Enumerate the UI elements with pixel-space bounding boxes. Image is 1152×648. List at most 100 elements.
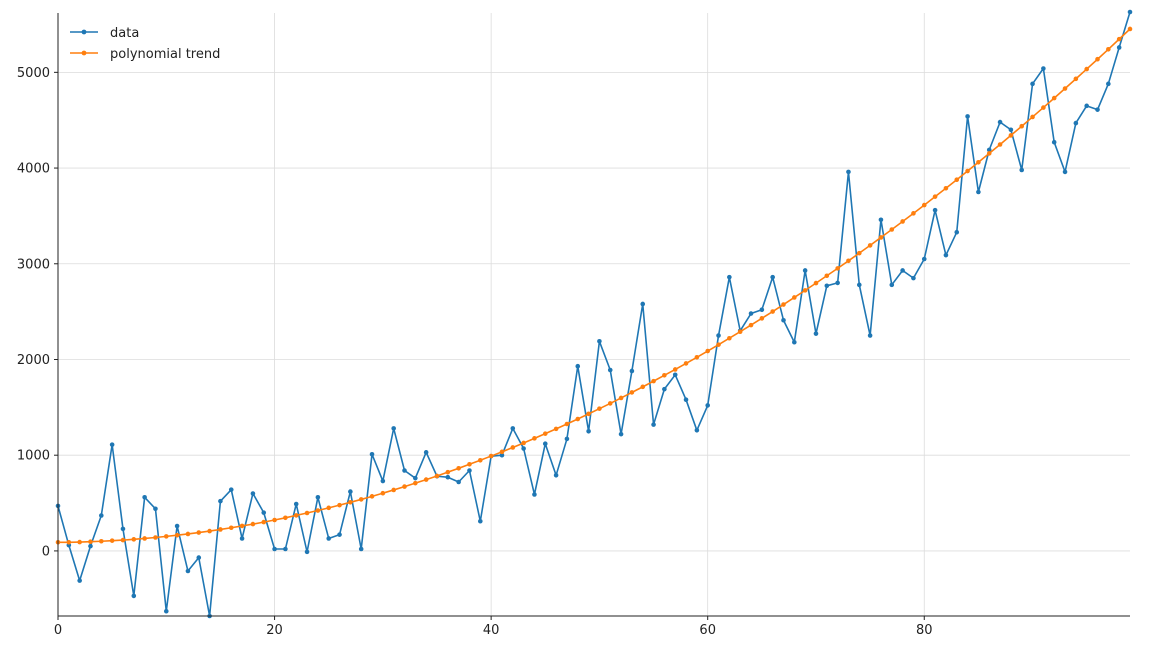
data-point: [521, 446, 526, 451]
series-layer: [55, 9, 1133, 619]
data-point: [683, 397, 689, 402]
legend-marker-trend: [81, 50, 87, 56]
data-point: [954, 177, 960, 183]
data-point: [705, 403, 710, 408]
data-point: [1051, 95, 1057, 101]
data-point: [120, 526, 126, 532]
data-point: [856, 282, 862, 288]
y-tick-label: 5000: [17, 66, 50, 81]
legend: data polynomial trend: [62, 20, 242, 66]
data-point: [976, 160, 981, 165]
data-point: [380, 478, 386, 484]
data-point: [802, 268, 808, 273]
data-point: [142, 495, 147, 500]
axes: [57, 13, 1130, 617]
data-point: [727, 335, 732, 341]
data-point: [1008, 133, 1014, 138]
data-point: [185, 531, 191, 537]
data-point: [846, 169, 851, 175]
data-point: [348, 489, 353, 494]
data-point: [911, 275, 916, 281]
data-point: [131, 537, 137, 542]
data-point: [423, 477, 429, 482]
data-point: [770, 274, 775, 280]
data-point: [196, 530, 202, 535]
data-point: [163, 608, 169, 614]
data-point: [109, 538, 115, 543]
data-point: [1084, 66, 1089, 72]
data-point: [965, 114, 970, 119]
data-point: [607, 367, 613, 373]
data-point: [997, 119, 1003, 125]
data-point: [99, 538, 104, 544]
data-point: [1084, 103, 1089, 109]
data-point: [174, 523, 180, 529]
data-point: [510, 445, 516, 450]
data-point: [185, 568, 191, 574]
data-point: [672, 367, 678, 372]
data-point: [228, 487, 234, 492]
data-point: [575, 416, 581, 422]
data-point: [618, 395, 624, 401]
data-point: [792, 295, 797, 300]
data-point: [1106, 81, 1111, 87]
data-point: [239, 523, 245, 529]
data-point: [748, 322, 754, 328]
data-point: [445, 469, 451, 475]
data-point: [293, 513, 299, 518]
data-point: [467, 468, 472, 473]
data-point: [250, 491, 256, 496]
data-point: [499, 452, 505, 458]
data-point: [358, 497, 364, 502]
data-point: [467, 461, 472, 467]
data-point: [77, 539, 82, 545]
data-point: [77, 578, 82, 583]
data-point: [66, 540, 72, 545]
data-point: [142, 536, 147, 541]
data-point: [932, 207, 938, 213]
data-point: [900, 268, 905, 273]
data-point: [1106, 46, 1111, 52]
data-point: [954, 229, 960, 235]
data-point: [597, 339, 602, 344]
data-point: [510, 426, 516, 431]
data-point: [1073, 120, 1079, 126]
data-point: [413, 480, 418, 486]
data-point: [900, 219, 905, 224]
data-point: [1041, 105, 1046, 110]
data-point: [802, 288, 808, 293]
y-tick-label: 0: [42, 544, 50, 559]
x-tick-label: 20: [266, 623, 283, 638]
data-point: [358, 546, 364, 552]
data-point: [542, 431, 548, 436]
legend-box: [62, 20, 242, 66]
data-point: [445, 474, 451, 480]
data-point: [261, 510, 267, 515]
data-point: [1062, 86, 1068, 91]
series-line: [57, 11, 1131, 617]
x-tick-label: 40: [483, 623, 500, 638]
data-point: [434, 473, 440, 479]
data-point: [532, 436, 537, 441]
data-point: [1127, 26, 1133, 32]
data-point: [348, 499, 353, 505]
data-point: [304, 549, 310, 555]
data-point: [499, 449, 505, 455]
data-point: [261, 519, 267, 525]
data-point: [1062, 169, 1068, 175]
data-point: [965, 168, 970, 174]
data-point: [770, 309, 775, 314]
data-point: [867, 333, 873, 338]
data-point: [986, 147, 992, 153]
data-point: [542, 441, 548, 447]
data-point: [586, 411, 591, 417]
data-point: [1095, 56, 1100, 62]
data-point: [878, 235, 884, 240]
data-point: [478, 457, 483, 463]
data-point: [120, 537, 126, 543]
data-point: [207, 528, 212, 534]
data-point: [239, 536, 245, 541]
legend-label-trend: polynomial trend: [110, 47, 220, 62]
data-point: [878, 217, 884, 223]
